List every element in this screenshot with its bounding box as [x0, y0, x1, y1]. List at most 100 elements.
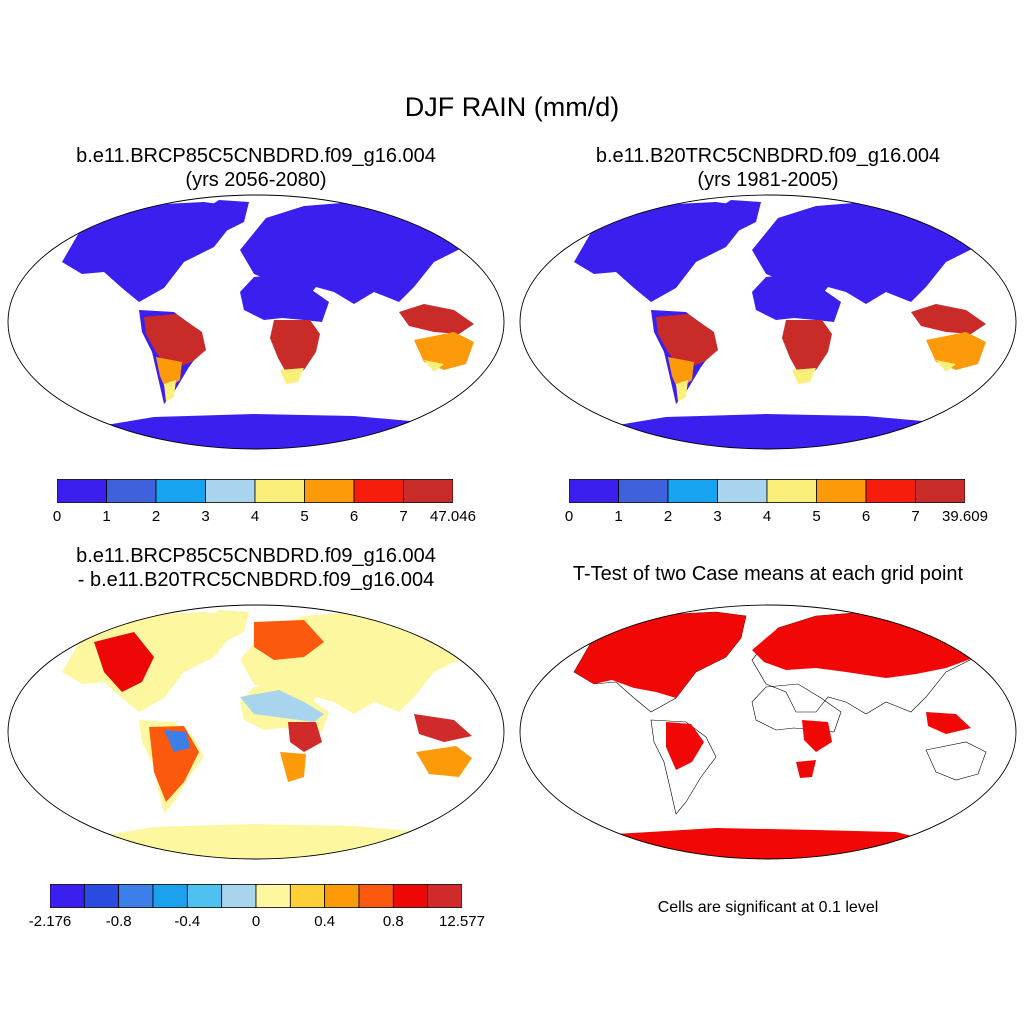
africa-wet: [270, 320, 320, 384]
colorbar-tick-label: 3: [713, 508, 722, 525]
colorbar-tick-label: 0.4: [314, 913, 336, 930]
colorbar-box: [254, 479, 305, 503]
panel-3-title-line2: - b.e11.B20TRC5CNBDRD.f09_g16.004: [77, 569, 435, 591]
wet-region: [782, 320, 832, 376]
colorbar-box: [358, 884, 394, 908]
colorbar-tick-label: 39.609: [942, 508, 988, 525]
colorbar-box: [618, 479, 669, 503]
colorbar-box: [667, 479, 718, 503]
colorbar-tick-label: 2: [663, 508, 673, 525]
panel-3-title: b.e11.BRCP85C5CNBDRD.f09_g16.004 - b.e11…: [0, 544, 512, 592]
wet-region: [144, 314, 206, 370]
mid-region: [936, 360, 956, 372]
colorbar-box: [186, 884, 223, 908]
colorbar-box: [83, 884, 120, 908]
south-america-wet: [656, 314, 718, 402]
moist-region: [414, 332, 474, 370]
significant-cells: [574, 612, 986, 859]
significance-note: Cells are significant at 0.1 level: [657, 899, 879, 916]
map-future-precip: [7, 194, 505, 450]
colorbar-tick-label: 3: [201, 508, 210, 525]
africa-wet: [782, 320, 832, 384]
colorbar-box: [816, 479, 867, 503]
colorbar-tick-label: 7: [911, 508, 920, 525]
colorbar-box: [717, 479, 768, 503]
colorbar-box: [289, 884, 326, 908]
colorbar-tick-label: 6: [861, 508, 871, 525]
moist-region: [926, 332, 986, 370]
colorbar-tick-label: 6: [349, 508, 359, 525]
australia-moist: [416, 746, 472, 777]
mid-region: [164, 380, 176, 402]
europe-increase: [254, 620, 324, 660]
colorbar-box: [57, 479, 107, 503]
wet-region: [399, 304, 474, 334]
colorbar-box: [205, 479, 256, 503]
colorbar-future: [57, 479, 453, 503]
colorbar-tick-label: -0.8: [105, 913, 132, 930]
mid-region: [792, 368, 816, 384]
panel-2-title: b.e11.B20TRC5CNBDRD.f09_g16.004 (yrs 198…: [512, 144, 1024, 192]
colorbar-box: [50, 884, 85, 908]
colorbar-tick-label: -0.4: [174, 913, 201, 930]
colorbar-tick-label: 1: [102, 508, 111, 525]
maritime-wet: [399, 304, 474, 372]
colorbar-difference: [50, 884, 462, 908]
mid-region: [280, 368, 304, 384]
colorbar-box: [118, 884, 154, 908]
maritime-increase: [414, 714, 472, 742]
colorbar-box: [353, 479, 404, 503]
wet-region: [911, 304, 986, 334]
colorbar-tick-label: 12.577: [439, 913, 485, 930]
colorbar-box: [569, 479, 619, 503]
colorbar-tick-label: 5: [812, 508, 821, 525]
wet-region: [270, 320, 320, 376]
map-historical-precip: [519, 194, 1017, 450]
panel-3-title-line1: b.e11.BRCP85C5CNBDRD.f09_g16.004: [76, 545, 436, 567]
colorbar-box: [427, 884, 462, 908]
sahara-dry-region: [240, 690, 324, 722]
colorbar-box: [155, 479, 206, 503]
colorbar-box: [152, 884, 188, 908]
colorbar-box: [865, 479, 916, 503]
colorbar-tick-label: 0: [564, 508, 574, 525]
wet-region: [656, 314, 718, 370]
colorbar-box: [766, 479, 817, 503]
mid-region: [424, 360, 444, 372]
colorbar-tick-label: 0: [251, 913, 261, 930]
colorbar-tick-label: -2.176: [28, 913, 72, 930]
panel-1-title: b.e11.BRCP85C5CNBDRD.f09_g16.004 (yrs 20…: [0, 144, 512, 192]
colorbar-tick-label: 2: [151, 508, 161, 525]
colorbar-tick-label: 1: [614, 508, 623, 525]
panel-1-title-line1: b.e11.BRCP85C5CNBDRD.f09_g16.004: [76, 145, 436, 167]
colorbar-tick-label: 5: [300, 508, 309, 525]
colorbar-historical: [569, 479, 965, 503]
southern-africa-moist: [280, 752, 306, 782]
colorbar-box: [106, 479, 157, 503]
amazon-decrease: [164, 730, 190, 752]
colorbar-box: [915, 479, 965, 503]
colorbar-box: [403, 479, 453, 503]
colorbar-tick-label: 4: [762, 508, 772, 525]
colorbar-box: [255, 884, 291, 908]
colorbar-tick-label: 47.046: [430, 508, 476, 525]
south-america-wet: [144, 314, 206, 402]
na-east-increase: [94, 632, 154, 692]
colorbar-tick-label: 0.8: [382, 913, 404, 930]
colorbar-tick-label: 4: [250, 508, 260, 525]
colorbar-box: [324, 884, 360, 908]
map-significance: [519, 604, 1017, 860]
colorbar-box: [392, 884, 429, 908]
africa-increase: [288, 722, 322, 752]
colorbar-tick-label: 0: [52, 508, 62, 525]
panel-2-title-line2: (yrs 1981-2005): [697, 169, 839, 191]
panel-1-title-line2: (yrs 2056-2080): [185, 169, 327, 191]
main-title: DJF RAIN (mm/d): [404, 92, 620, 122]
panel-4-title: T-Test of two Case means at each grid po…: [572, 563, 964, 585]
map-difference: [7, 604, 505, 860]
panel-2-title-line1: b.e11.B20TRC5CNBDRD.f09_g16.004: [595, 145, 941, 167]
colorbar-box: [304, 479, 355, 503]
maritime-wet: [911, 304, 986, 372]
mid-region: [676, 380, 688, 402]
colorbar-tick-label: 7: [399, 508, 408, 525]
